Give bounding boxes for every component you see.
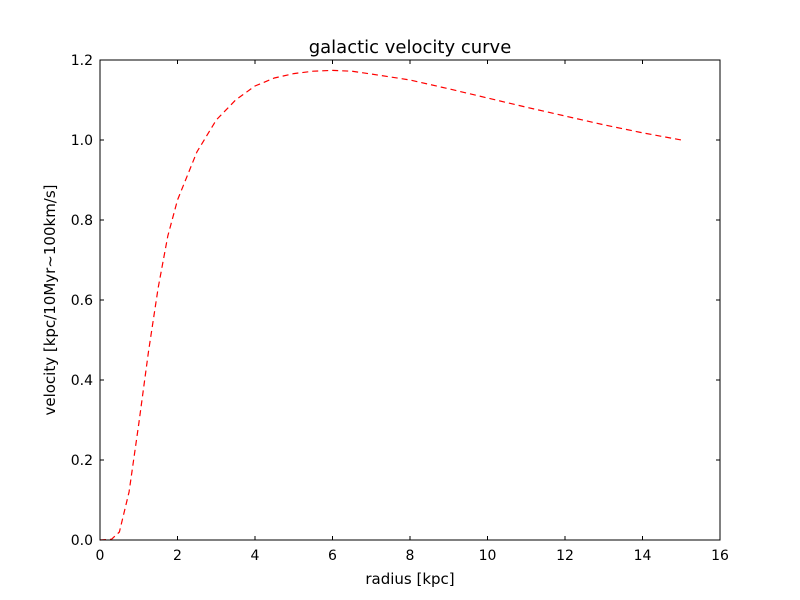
y-tick-label: 1.0 (71, 133, 93, 149)
x-tick-label: 8 (406, 548, 415, 564)
x-tick-label: 14 (634, 548, 652, 564)
axis-tick-labels: 0 2 4 6 8 10 12 14 16 0.0 0.2 0.4 0.6 0.8 1.0 1.2 (71, 53, 729, 564)
x-tick-label: 12 (556, 548, 574, 564)
x-axis-label: radius [kpc] (365, 570, 454, 588)
x-tick-label: 4 (251, 548, 260, 564)
y-tick-label: 0.6 (71, 293, 93, 309)
y-tick-label: 1.2 (71, 53, 93, 69)
y-tick-label: 0.8 (71, 213, 93, 229)
x-tick-label: 10 (479, 548, 497, 564)
y-tick-label: 0.4 (71, 373, 93, 389)
y-tick-label: 0.0 (71, 533, 93, 549)
x-tick-label: 6 (328, 548, 337, 564)
plot-area (99, 69, 682, 541)
x-tick-label: 0 (96, 548, 105, 564)
series-line-0 (99, 69, 682, 541)
x-tick-label: 16 (711, 548, 729, 564)
axes-frame (99, 59, 721, 541)
y-axis-label: velocity [kpc/10Myr~100km/s] (41, 184, 59, 415)
x-tick-label: 2 (173, 548, 182, 564)
y-tick-label: 0.2 (71, 453, 93, 469)
chart-title: galactic velocity curve (309, 37, 512, 58)
